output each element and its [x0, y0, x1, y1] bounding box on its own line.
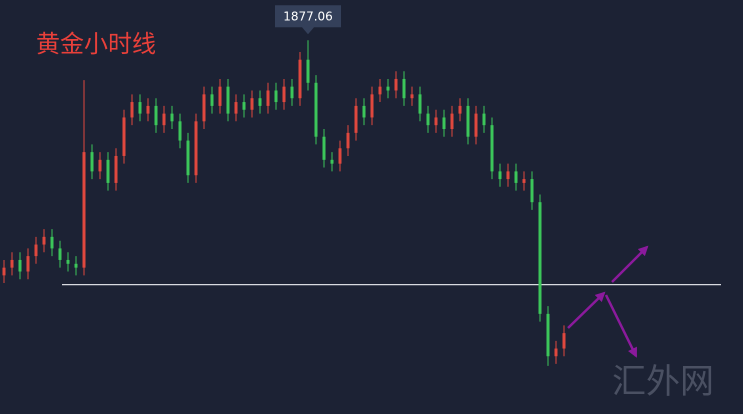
candle-body	[506, 171, 510, 180]
arrow	[611, 245, 649, 283]
candle-body	[122, 117, 126, 156]
candle-body	[10, 259, 14, 268]
candle-body	[530, 179, 534, 203]
candle-body	[482, 113, 486, 126]
candle-body	[106, 159, 110, 183]
candle-body	[90, 152, 94, 172]
candle-body	[522, 179, 526, 183]
candle-body	[34, 244, 38, 257]
candle-body	[82, 152, 86, 268]
candle-body	[290, 86, 294, 99]
candle-body	[458, 105, 462, 114]
candle-body	[562, 333, 566, 349]
candle-body	[330, 159, 334, 164]
candle-body	[354, 105, 358, 133]
candle-body	[378, 86, 382, 95]
candle-body	[434, 117, 438, 126]
candle-body	[306, 59, 310, 83]
candle-body	[274, 90, 278, 103]
candle-body	[362, 105, 366, 118]
candle-body	[266, 90, 270, 106]
candle-body	[42, 236, 46, 245]
candle-body	[98, 159, 102, 172]
candle-body	[546, 313, 550, 357]
candle-body	[442, 117, 446, 130]
candle-body	[394, 78, 398, 91]
candle-body	[338, 148, 342, 164]
candle-body	[298, 59, 302, 99]
price-callout	[275, 5, 341, 35]
candle-body	[18, 259, 22, 272]
chart-title: 黄金小时线	[36, 30, 156, 58]
candle-body	[402, 78, 406, 99]
projection-arrows	[567, 245, 649, 358]
candle-body	[50, 236, 54, 249]
candle-body	[514, 171, 518, 183]
arrow	[567, 291, 606, 329]
candle-body	[234, 102, 238, 114]
candle-body	[282, 86, 286, 103]
candle-body	[74, 263, 78, 268]
candle-body	[426, 113, 430, 126]
candle-body	[66, 259, 70, 264]
candle-body	[218, 86, 222, 106]
candle-body	[58, 248, 62, 260]
candle-body	[490, 125, 494, 172]
candle-body	[226, 86, 230, 114]
candle-body	[386, 86, 390, 91]
watermark: 汇外网	[612, 362, 714, 402]
candle-body	[202, 94, 206, 122]
candle-body	[146, 105, 150, 114]
candle-body	[346, 132, 350, 149]
candle-body	[450, 113, 454, 130]
candle-body	[178, 121, 182, 141]
candle-body	[114, 155, 118, 183]
price-label: 1877.06	[283, 10, 333, 24]
candle-body	[186, 140, 190, 176]
candle-body	[538, 202, 542, 314]
candle-body	[154, 105, 158, 126]
candle-body	[466, 105, 470, 137]
candle-body	[130, 102, 134, 118]
candle-body	[498, 171, 502, 180]
candle-body	[418, 94, 422, 114]
candle-body	[162, 113, 166, 126]
candle-body	[258, 98, 262, 106]
candle-body	[410, 94, 414, 99]
candle-body	[474, 113, 478, 137]
candle-body	[170, 113, 174, 122]
candle-body	[250, 98, 254, 110]
candle-body	[322, 136, 326, 160]
candle-body	[314, 82, 318, 137]
candle-body	[26, 256, 30, 272]
candle-body	[2, 267, 6, 276]
candle-body	[194, 121, 198, 176]
candle-body	[554, 348, 558, 357]
candle-body	[370, 94, 374, 118]
arrow	[604, 294, 638, 358]
candle-body	[138, 102, 142, 114]
candle-body	[242, 102, 246, 110]
candle-body	[210, 94, 214, 106]
